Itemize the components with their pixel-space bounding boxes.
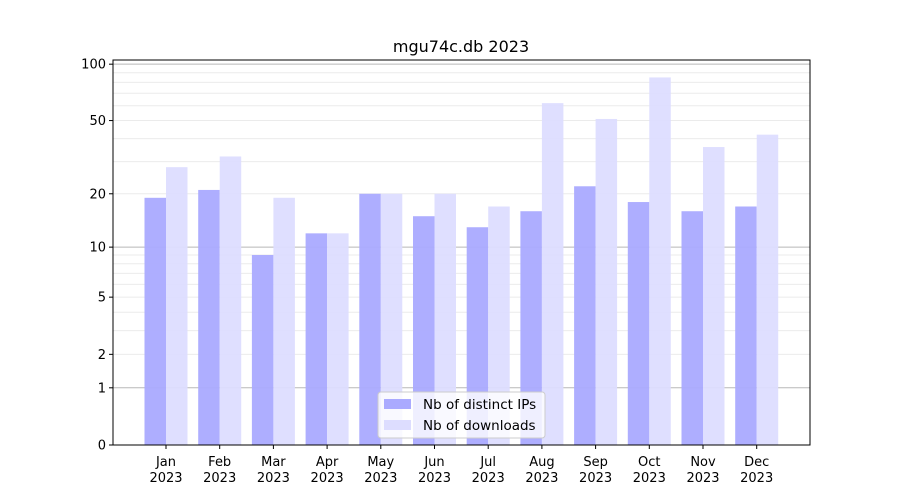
x-tick-label: Oct 2023 xyxy=(633,455,666,486)
bar-downloads xyxy=(703,147,725,445)
bar-distinct-ips xyxy=(198,189,220,445)
x-tick-label: Jun 2023 xyxy=(418,455,451,486)
bar-distinct-ips xyxy=(520,211,542,445)
y-tick-label: 20 xyxy=(89,187,106,202)
legend: Nb of distinct IPs Nb of downloads xyxy=(377,391,546,439)
bar-downloads xyxy=(488,206,510,445)
legend-label-downloads: Nb of downloads xyxy=(423,418,536,434)
x-tick-label: Jul 2023 xyxy=(472,455,505,486)
axes-frame xyxy=(112,59,811,446)
y-tick-label: 1 xyxy=(98,381,106,396)
bar-distinct-ips xyxy=(735,206,757,445)
x-tick-label: Jan 2023 xyxy=(149,455,182,486)
x-tick-label: Aug 2023 xyxy=(525,455,558,486)
y-tick-label: 100 xyxy=(81,58,106,73)
y-tick-label: 50 xyxy=(89,114,106,129)
x-tick-label: Feb 2023 xyxy=(203,455,236,486)
x-tick-label: Nov 2023 xyxy=(686,455,719,486)
bar-distinct-ips xyxy=(144,197,166,445)
y-tick-label: 5 xyxy=(98,291,106,306)
bar-distinct-ips xyxy=(305,233,328,445)
x-tick-label: Apr 2023 xyxy=(311,455,344,486)
bar-downloads xyxy=(166,167,188,445)
bar-downloads xyxy=(327,233,349,445)
bar-downloads xyxy=(649,77,671,445)
legend-swatch-downloads xyxy=(384,420,411,430)
bar-downloads xyxy=(273,197,295,445)
y-tick-label: 2 xyxy=(98,348,106,363)
y-tick-label: 0 xyxy=(98,439,106,454)
bar-downloads xyxy=(380,193,403,445)
bar-downloads xyxy=(434,193,456,445)
chart-title: mgu74c.db 2023 xyxy=(393,37,529,56)
bar-distinct-ips xyxy=(574,186,596,445)
legend-label-ips: Nb of distinct IPs xyxy=(423,397,536,413)
legend-swatch-ips xyxy=(384,399,411,409)
x-axis: Jan 2023 Feb 2023 Mar 2023 Apr 2023 May 2023 Jun 20… xyxy=(149,445,773,486)
bar-distinct-ips xyxy=(413,216,435,445)
bar-distinct-ips xyxy=(251,255,274,445)
bars xyxy=(144,77,779,446)
y-tick-label: 10 xyxy=(89,241,106,256)
x-tick-label: May 2023 xyxy=(364,455,397,486)
bar-downloads xyxy=(756,134,779,445)
bar-distinct-ips xyxy=(681,211,703,445)
y-axis: 0 1 2 5 10 20 50 100 xyxy=(81,58,113,454)
bar-downloads xyxy=(219,156,242,445)
legend-box xyxy=(377,391,546,439)
bar-distinct-ips xyxy=(466,227,489,445)
bar-distinct-ips xyxy=(359,193,381,445)
x-tick-label: Sep 2023 xyxy=(579,455,612,486)
bar-downloads xyxy=(595,118,618,446)
x-tick-label: Dec 2023 xyxy=(740,455,773,486)
x-tick-label: Mar 2023 xyxy=(257,455,290,486)
bar-downloads xyxy=(541,103,564,445)
bar-distinct-ips xyxy=(627,202,650,445)
